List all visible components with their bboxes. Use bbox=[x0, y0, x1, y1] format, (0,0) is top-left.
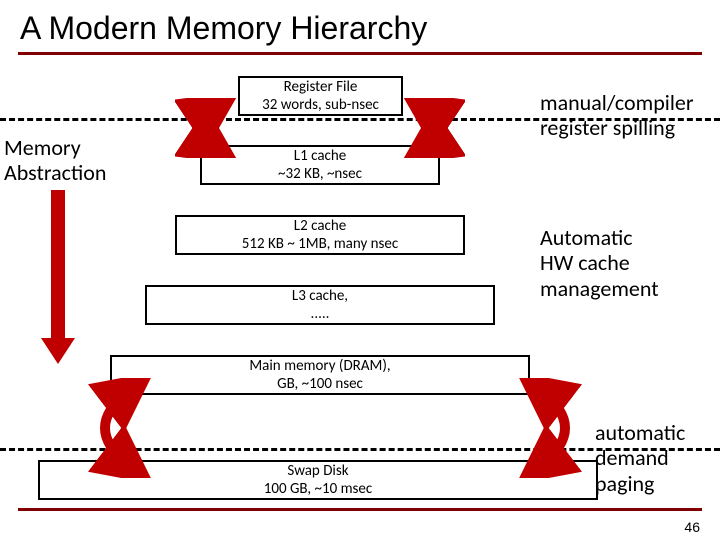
box-dram-line1: Main memory (DRAM), bbox=[112, 357, 528, 375]
label-memory-abstraction: Memory Abstraction bbox=[4, 135, 106, 186]
label-hw-cache: Automatic HW cache management bbox=[540, 225, 659, 301]
label-spill1: manual/compiler bbox=[540, 90, 693, 115]
red-arrow-shaft bbox=[51, 190, 65, 340]
label-hw1: Automatic bbox=[540, 225, 659, 250]
label-hw2: HW cache bbox=[540, 250, 659, 275]
bottom-line bbox=[18, 508, 702, 511]
box-l2-line1: L2 cache bbox=[177, 217, 463, 235]
box-register-line1: Register File bbox=[240, 78, 401, 96]
label-paging1: automatic bbox=[595, 420, 685, 445]
title-underline bbox=[18, 52, 702, 55]
box-l3: L3 cache, ..... bbox=[145, 285, 495, 325]
box-l1-line2: ~32 KB, ~nsec bbox=[202, 165, 438, 183]
label-hw3: management bbox=[540, 276, 659, 301]
box-l2: L2 cache 512 KB ~ 1MB, many nsec bbox=[175, 215, 465, 255]
label-spilling: manual/compiler register spilling bbox=[540, 90, 693, 141]
label-paging: automatic demand paging bbox=[595, 420, 685, 496]
red-arrow-head bbox=[41, 338, 75, 364]
label-memabs1: Memory bbox=[4, 135, 106, 160]
label-paging3: paging bbox=[595, 471, 685, 496]
box-l3-line1: L3 cache, bbox=[147, 287, 493, 305]
slide-title: A Modern Memory Hierarchy bbox=[20, 10, 427, 47]
curve-dram-swap bbox=[75, 378, 595, 478]
label-memabs2: Abstraction bbox=[4, 160, 106, 185]
box-l2-line2: 512 KB ~ 1MB, many nsec bbox=[177, 235, 463, 253]
curve-reg-l1 bbox=[175, 98, 465, 158]
label-paging2: demand bbox=[595, 445, 685, 470]
page-number: 46 bbox=[684, 519, 700, 535]
box-swap-line2: 100 GB, ~10 msec bbox=[40, 480, 596, 498]
box-l3-line2: ..... bbox=[147, 305, 493, 323]
label-spill2: register spilling bbox=[540, 115, 693, 140]
